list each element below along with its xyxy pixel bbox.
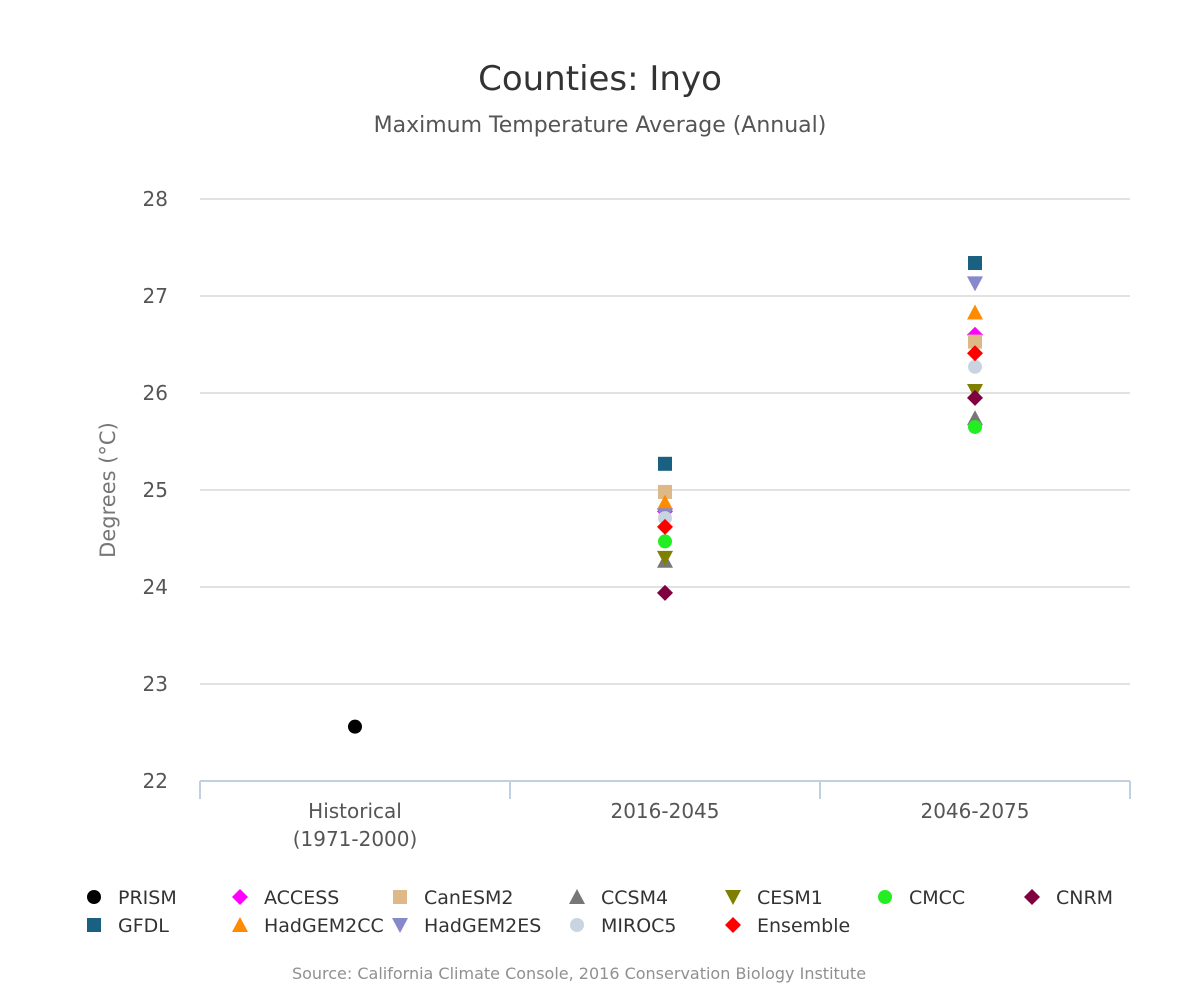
legend-item-hadgem2es[interactable]: HadGEM2ES — [392, 915, 541, 937]
legend-item-hadgem2cc[interactable]: HadGEM2CC — [232, 915, 384, 937]
data-point-miroc5 — [658, 511, 672, 526]
y-tick-label: 26 — [143, 381, 168, 405]
legend-label: GFDL — [118, 915, 169, 937]
legend-marker — [87, 890, 101, 904]
data-point-ensemble — [657, 518, 673, 535]
legend-marker — [878, 890, 892, 904]
data-point-prism — [348, 719, 362, 734]
y-tick-label: 23 — [143, 672, 168, 696]
legend-item-miroc5[interactable]: MIROC5 — [570, 915, 677, 937]
data-point-gfdl — [658, 456, 672, 471]
legend-label: MIROC5 — [601, 915, 677, 937]
y-tick-label: 24 — [143, 575, 168, 599]
data-point-canesm2 — [658, 484, 672, 499]
data-point-cmcc — [968, 419, 982, 434]
legend-item-cesm1[interactable]: CESM1 — [725, 887, 823, 909]
legend-marker — [1024, 889, 1040, 905]
data-point-cesm1 — [657, 550, 673, 566]
legend-label: HadGEM2CC — [264, 915, 384, 937]
legend-label: PRISM — [118, 887, 177, 909]
data-point-ensemble — [967, 345, 983, 362]
legend-marker — [87, 918, 101, 932]
data-point-hadgem2cc — [967, 304, 983, 320]
y-tick-label: 25 — [143, 478, 168, 502]
legend-marker — [232, 917, 248, 932]
data-point-cnrm — [967, 389, 983, 406]
legend-item-ccsm4[interactable]: CCSM4 — [569, 887, 668, 909]
x-tick-label: 2016-2045 — [610, 799, 719, 823]
legend-item-ensemble[interactable]: Ensemble — [725, 915, 850, 937]
data-point-miroc5 — [968, 359, 982, 374]
data-point-cmcc — [658, 534, 672, 549]
legend-label: CMCC — [909, 887, 965, 909]
x-tick-label: Historical — [308, 799, 402, 823]
points-layer — [348, 256, 983, 734]
x-tick-label-line2: (1971-2000) — [293, 827, 418, 851]
data-point-canesm2 — [968, 334, 982, 349]
legend-item-cnrm[interactable]: CNRM — [1024, 887, 1113, 909]
legend-label: Ensemble — [757, 915, 850, 937]
legend-item-cmcc[interactable]: CMCC — [878, 887, 965, 909]
legend-item-prism[interactable]: PRISM — [87, 887, 177, 909]
legend-marker — [725, 917, 741, 933]
legend-label: HadGEM2ES — [424, 915, 541, 937]
chart-title: Counties: Inyo — [478, 59, 722, 99]
y-axis-label: Degrees (°C) — [96, 422, 120, 558]
legend-label: CanESM2 — [424, 887, 514, 909]
legend-item-access[interactable]: ACCESS — [232, 887, 339, 909]
y-tick-label: 27 — [143, 284, 168, 308]
data-point-cnrm — [657, 584, 673, 601]
legend: PRISM ACCESS CanESM2 CCSM4 CESM1 CMCC CNRM GFDL… — [87, 887, 1113, 937]
x-tick-label: 2046-2075 — [920, 799, 1029, 823]
legend-marker — [569, 889, 585, 904]
credit-text: Source: California Climate Console, 2016… — [292, 964, 866, 983]
data-point-gfdl — [968, 256, 982, 271]
legend-marker — [392, 918, 408, 933]
legend-label: CESM1 — [757, 887, 823, 909]
data-point-hadgem2es — [967, 276, 983, 292]
y-tick-label: 28 — [143, 187, 168, 211]
chart-subtitle: Maximum Temperature Average (Annual) — [374, 113, 827, 138]
legend-label: CCSM4 — [601, 887, 668, 909]
legend-label: ACCESS — [264, 887, 339, 909]
grid-layer: 22 23 24 25 26 27 28 — [143, 187, 1130, 793]
legend-marker — [570, 918, 584, 932]
legend-marker — [393, 890, 407, 904]
legend-marker — [725, 890, 741, 905]
legend-item-gfdl[interactable]: GFDL — [87, 915, 169, 937]
data-point-hadgem2cc — [657, 494, 673, 510]
legend-item-canesm2[interactable]: CanESM2 — [393, 887, 514, 909]
y-tick-label: 22 — [143, 769, 168, 793]
legend-marker — [232, 889, 248, 905]
axis-layer: Historical (1971-2000) 2016-2045 2046-2075 — [199, 780, 1131, 851]
legend-label: CNRM — [1056, 887, 1113, 909]
